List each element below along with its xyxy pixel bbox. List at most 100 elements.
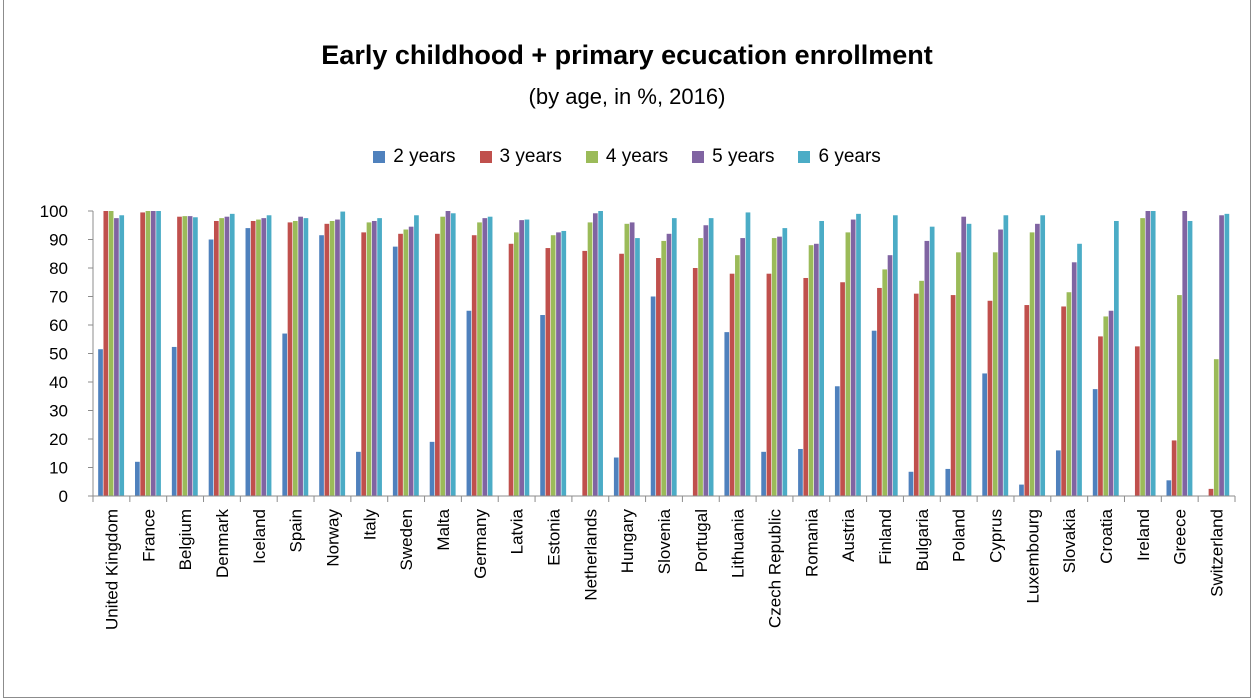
bar xyxy=(1055,450,1061,496)
bar xyxy=(582,250,588,496)
bar xyxy=(619,253,624,496)
bar xyxy=(782,228,788,496)
bar xyxy=(119,215,125,496)
bar xyxy=(287,222,293,496)
bar xyxy=(508,243,514,496)
bar xyxy=(482,218,488,497)
bar xyxy=(245,228,251,496)
bar xyxy=(319,235,324,496)
category-label: Estonia xyxy=(544,508,563,565)
bar xyxy=(440,216,446,496)
bar xyxy=(1182,211,1188,496)
y-tick-label: 10 xyxy=(49,459,68,478)
bar xyxy=(892,215,898,496)
bar xyxy=(919,280,924,496)
bar xyxy=(329,220,335,497)
bar xyxy=(982,373,987,496)
bar xyxy=(661,240,667,496)
bar xyxy=(629,222,635,496)
bar xyxy=(961,216,967,496)
bar xyxy=(219,218,224,497)
bar xyxy=(613,457,619,496)
bar xyxy=(708,218,714,497)
legend-label-2-years: 2 years xyxy=(393,146,456,167)
y-tick-label: 30 xyxy=(49,402,68,421)
legend-item-5-years: 5 years xyxy=(692,146,774,168)
bar xyxy=(1098,336,1103,496)
bar xyxy=(692,268,698,496)
bar xyxy=(177,216,182,496)
bar xyxy=(777,236,782,496)
bar xyxy=(414,215,419,496)
bar xyxy=(150,211,156,496)
bar xyxy=(335,219,340,497)
bar xyxy=(545,248,551,496)
bar xyxy=(213,220,219,497)
bar xyxy=(145,211,151,496)
bar xyxy=(1040,215,1046,496)
bar xyxy=(477,222,482,496)
bar xyxy=(624,223,630,496)
category-label: United Kingdom xyxy=(102,509,121,630)
legend-item-3-years: 3 years xyxy=(479,146,562,168)
bar xyxy=(224,216,230,496)
bar xyxy=(1114,220,1119,497)
bar xyxy=(877,287,882,496)
y-tick-label: 60 xyxy=(49,316,68,335)
category-label: France xyxy=(139,509,158,562)
chart-title: Early childhood + primary ecucation enro… xyxy=(321,40,933,70)
category-label: Cyprus xyxy=(987,509,1006,563)
legend-item-4-years: 4 years xyxy=(585,146,668,168)
legend-label-6-years: 6 years xyxy=(818,146,881,167)
y-tick-label: 70 xyxy=(49,288,68,307)
bar xyxy=(766,273,772,496)
chart-subtitle: (by age, in %, 2016) xyxy=(528,84,726,109)
legend-swatch-3-years xyxy=(479,151,492,163)
bar xyxy=(1071,262,1077,496)
bar xyxy=(435,233,440,497)
bar xyxy=(929,226,935,496)
bar xyxy=(261,218,267,497)
legend-swatch-4-years xyxy=(585,151,598,163)
bar xyxy=(98,349,103,496)
bar xyxy=(298,216,303,496)
bar xyxy=(1150,211,1156,496)
bar xyxy=(1187,220,1193,497)
category-label: Belgium xyxy=(176,509,195,570)
bar xyxy=(103,211,109,496)
bar xyxy=(1103,316,1109,496)
legend-label-3-years: 3 years xyxy=(499,146,562,167)
bar xyxy=(998,229,1003,496)
bar xyxy=(803,277,809,496)
bar xyxy=(429,441,435,496)
bar xyxy=(735,255,740,496)
category-label: Greece xyxy=(1171,509,1190,565)
bar xyxy=(987,300,993,496)
bar xyxy=(450,213,456,496)
bar xyxy=(1177,295,1182,496)
category-label: Romania xyxy=(802,508,821,577)
y-tick-label: 90 xyxy=(49,231,68,250)
y-tick-label: 40 xyxy=(49,373,68,392)
bar xyxy=(1029,232,1035,497)
bar xyxy=(556,232,561,497)
bar xyxy=(487,216,493,496)
bar xyxy=(703,225,709,496)
bar xyxy=(745,212,751,496)
bar xyxy=(356,451,361,496)
bar xyxy=(1061,306,1066,496)
bar xyxy=(156,211,161,496)
bar xyxy=(635,238,640,496)
bar xyxy=(135,461,140,496)
legend-swatch-6-years xyxy=(798,151,811,163)
bar xyxy=(650,296,656,496)
category-label: Luxembourg xyxy=(1023,509,1042,604)
bar xyxy=(408,226,414,496)
bar xyxy=(514,232,519,497)
y-tick-label: 20 xyxy=(49,430,68,449)
bar xyxy=(524,219,530,497)
category-label: Finland xyxy=(876,509,895,565)
bar xyxy=(371,220,377,497)
bar xyxy=(282,333,288,496)
